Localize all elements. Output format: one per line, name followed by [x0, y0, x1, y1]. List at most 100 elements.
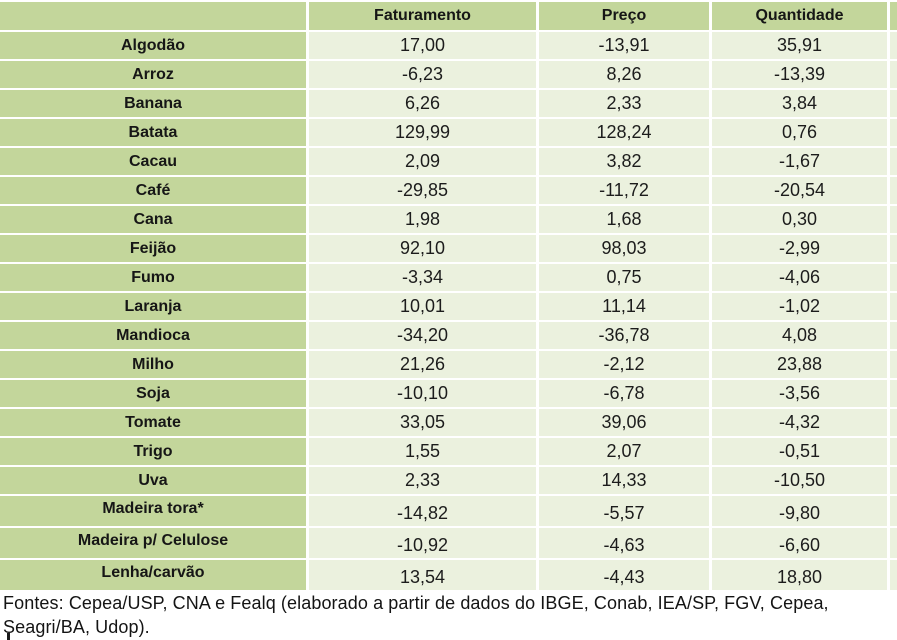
row-label: Tomate [0, 409, 306, 436]
quantidade-value: -1,67 [712, 148, 887, 175]
faturamento-value: 13,54 [309, 560, 536, 590]
preco-value: -11,72 [539, 177, 709, 204]
clipped-cell [890, 2, 897, 30]
preco-value: -4,63 [539, 528, 709, 558]
faturamento-value: 10,01 [309, 293, 536, 320]
clipped-cell [890, 119, 897, 146]
row-label: Madeira tora* [0, 496, 306, 526]
row-label: Lenha/carvão [0, 560, 306, 590]
row-label: Trigo [0, 438, 306, 465]
text-caret [7, 633, 10, 640]
quantidade-value: -13,39 [712, 61, 887, 88]
row-label: Laranja [0, 293, 306, 320]
preco-value: 3,82 [539, 148, 709, 175]
preco-value: 2,07 [539, 438, 709, 465]
preco-value: -5,57 [539, 496, 709, 526]
clipped-cell [890, 32, 897, 59]
row-label: Madeira p/ Celulose [0, 528, 306, 558]
quantidade-value: 3,84 [712, 90, 887, 117]
preco-value: 0,75 [539, 264, 709, 291]
faturamento-value: 129,99 [309, 119, 536, 146]
clipped-cell [890, 235, 897, 262]
row-label: Mandioca [0, 322, 306, 349]
faturamento-value: 92,10 [309, 235, 536, 262]
row-label: Banana [0, 90, 306, 117]
clipped-cell [890, 264, 897, 291]
quantidade-value: -2,99 [712, 235, 887, 262]
faturamento-value: 21,26 [309, 351, 536, 378]
clipped-cell [890, 61, 897, 88]
row-label: Arroz [0, 61, 306, 88]
faturamento-value: 6,26 [309, 90, 536, 117]
preco-value: 39,06 [539, 409, 709, 436]
quantidade-value: 4,08 [712, 322, 887, 349]
clipped-cell [890, 351, 897, 378]
row-label: Soja [0, 380, 306, 407]
column-header-faturamento: Faturamento [309, 2, 536, 30]
faturamento-value: -29,85 [309, 177, 536, 204]
preco-value: 98,03 [539, 235, 709, 262]
row-label: Feijão [0, 235, 306, 262]
clipped-cell [890, 177, 897, 204]
preco-value: 2,33 [539, 90, 709, 117]
quantidade-value: -3,56 [712, 380, 887, 407]
faturamento-value: -34,20 [309, 322, 536, 349]
faturamento-value: -14,82 [309, 496, 536, 526]
quantidade-value: -10,50 [712, 467, 887, 494]
sources-note-line2: Seagri/BA, Udop). [3, 617, 150, 637]
quantidade-value: -4,06 [712, 264, 887, 291]
preco-value: -4,43 [539, 560, 709, 590]
faturamento-value: 17,00 [309, 32, 536, 59]
quantidade-value: -4,32 [712, 409, 887, 436]
quantidade-value: -0,51 [712, 438, 887, 465]
sources-note-line1: Fontes: Cepea/USP, CNA e Fealq (elaborad… [3, 593, 829, 613]
column-header-quantidade: Quantidade [712, 2, 887, 30]
quantidade-value: 35,91 [712, 32, 887, 59]
clipped-cell [890, 322, 897, 349]
clipped-cell [890, 380, 897, 407]
clipped-cell [890, 148, 897, 175]
clipped-cell [890, 206, 897, 233]
faturamento-value: -10,10 [309, 380, 536, 407]
quantidade-value: -1,02 [712, 293, 887, 320]
row-label: Cacau [0, 148, 306, 175]
preco-value: -36,78 [539, 322, 709, 349]
preco-value: 8,26 [539, 61, 709, 88]
commodity-table: Faturamento Preço Quantidade Algodão 17,… [0, 0, 897, 590]
quantidade-value: 23,88 [712, 351, 887, 378]
preco-value: 11,14 [539, 293, 709, 320]
preco-value: -2,12 [539, 351, 709, 378]
quantidade-value: 0,30 [712, 206, 887, 233]
corner-cell [0, 2, 306, 30]
preco-value: 128,24 [539, 119, 709, 146]
clipped-cell [890, 90, 897, 117]
row-label: Uva [0, 467, 306, 494]
faturamento-value: 33,05 [309, 409, 536, 436]
quantidade-value: 0,76 [712, 119, 887, 146]
faturamento-value: -6,23 [309, 61, 536, 88]
quantidade-value: -9,80 [712, 496, 887, 526]
clipped-cell [890, 496, 897, 526]
preco-value: -6,78 [539, 380, 709, 407]
row-label: Cana [0, 206, 306, 233]
column-header-preco: Preço [539, 2, 709, 30]
preco-value: -13,91 [539, 32, 709, 59]
faturamento-value: -3,34 [309, 264, 536, 291]
clipped-cell [890, 528, 897, 558]
quantidade-value: -20,54 [712, 177, 887, 204]
sources-note: Fontes: Cepea/USP, CNA e Fealq (elaborad… [0, 590, 897, 639]
row-label: Café [0, 177, 306, 204]
clipped-cell [890, 467, 897, 494]
row-label: Milho [0, 351, 306, 378]
faturamento-value: 2,33 [309, 467, 536, 494]
faturamento-value: 1,55 [309, 438, 536, 465]
row-label: Fumo [0, 264, 306, 291]
row-label: Batata [0, 119, 306, 146]
faturamento-value: 1,98 [309, 206, 536, 233]
preco-value: 14,33 [539, 467, 709, 494]
clipped-cell [890, 409, 897, 436]
quantidade-value: -6,60 [712, 528, 887, 558]
row-label: Algodão [0, 32, 306, 59]
clipped-cell [890, 293, 897, 320]
clipped-cell [890, 438, 897, 465]
